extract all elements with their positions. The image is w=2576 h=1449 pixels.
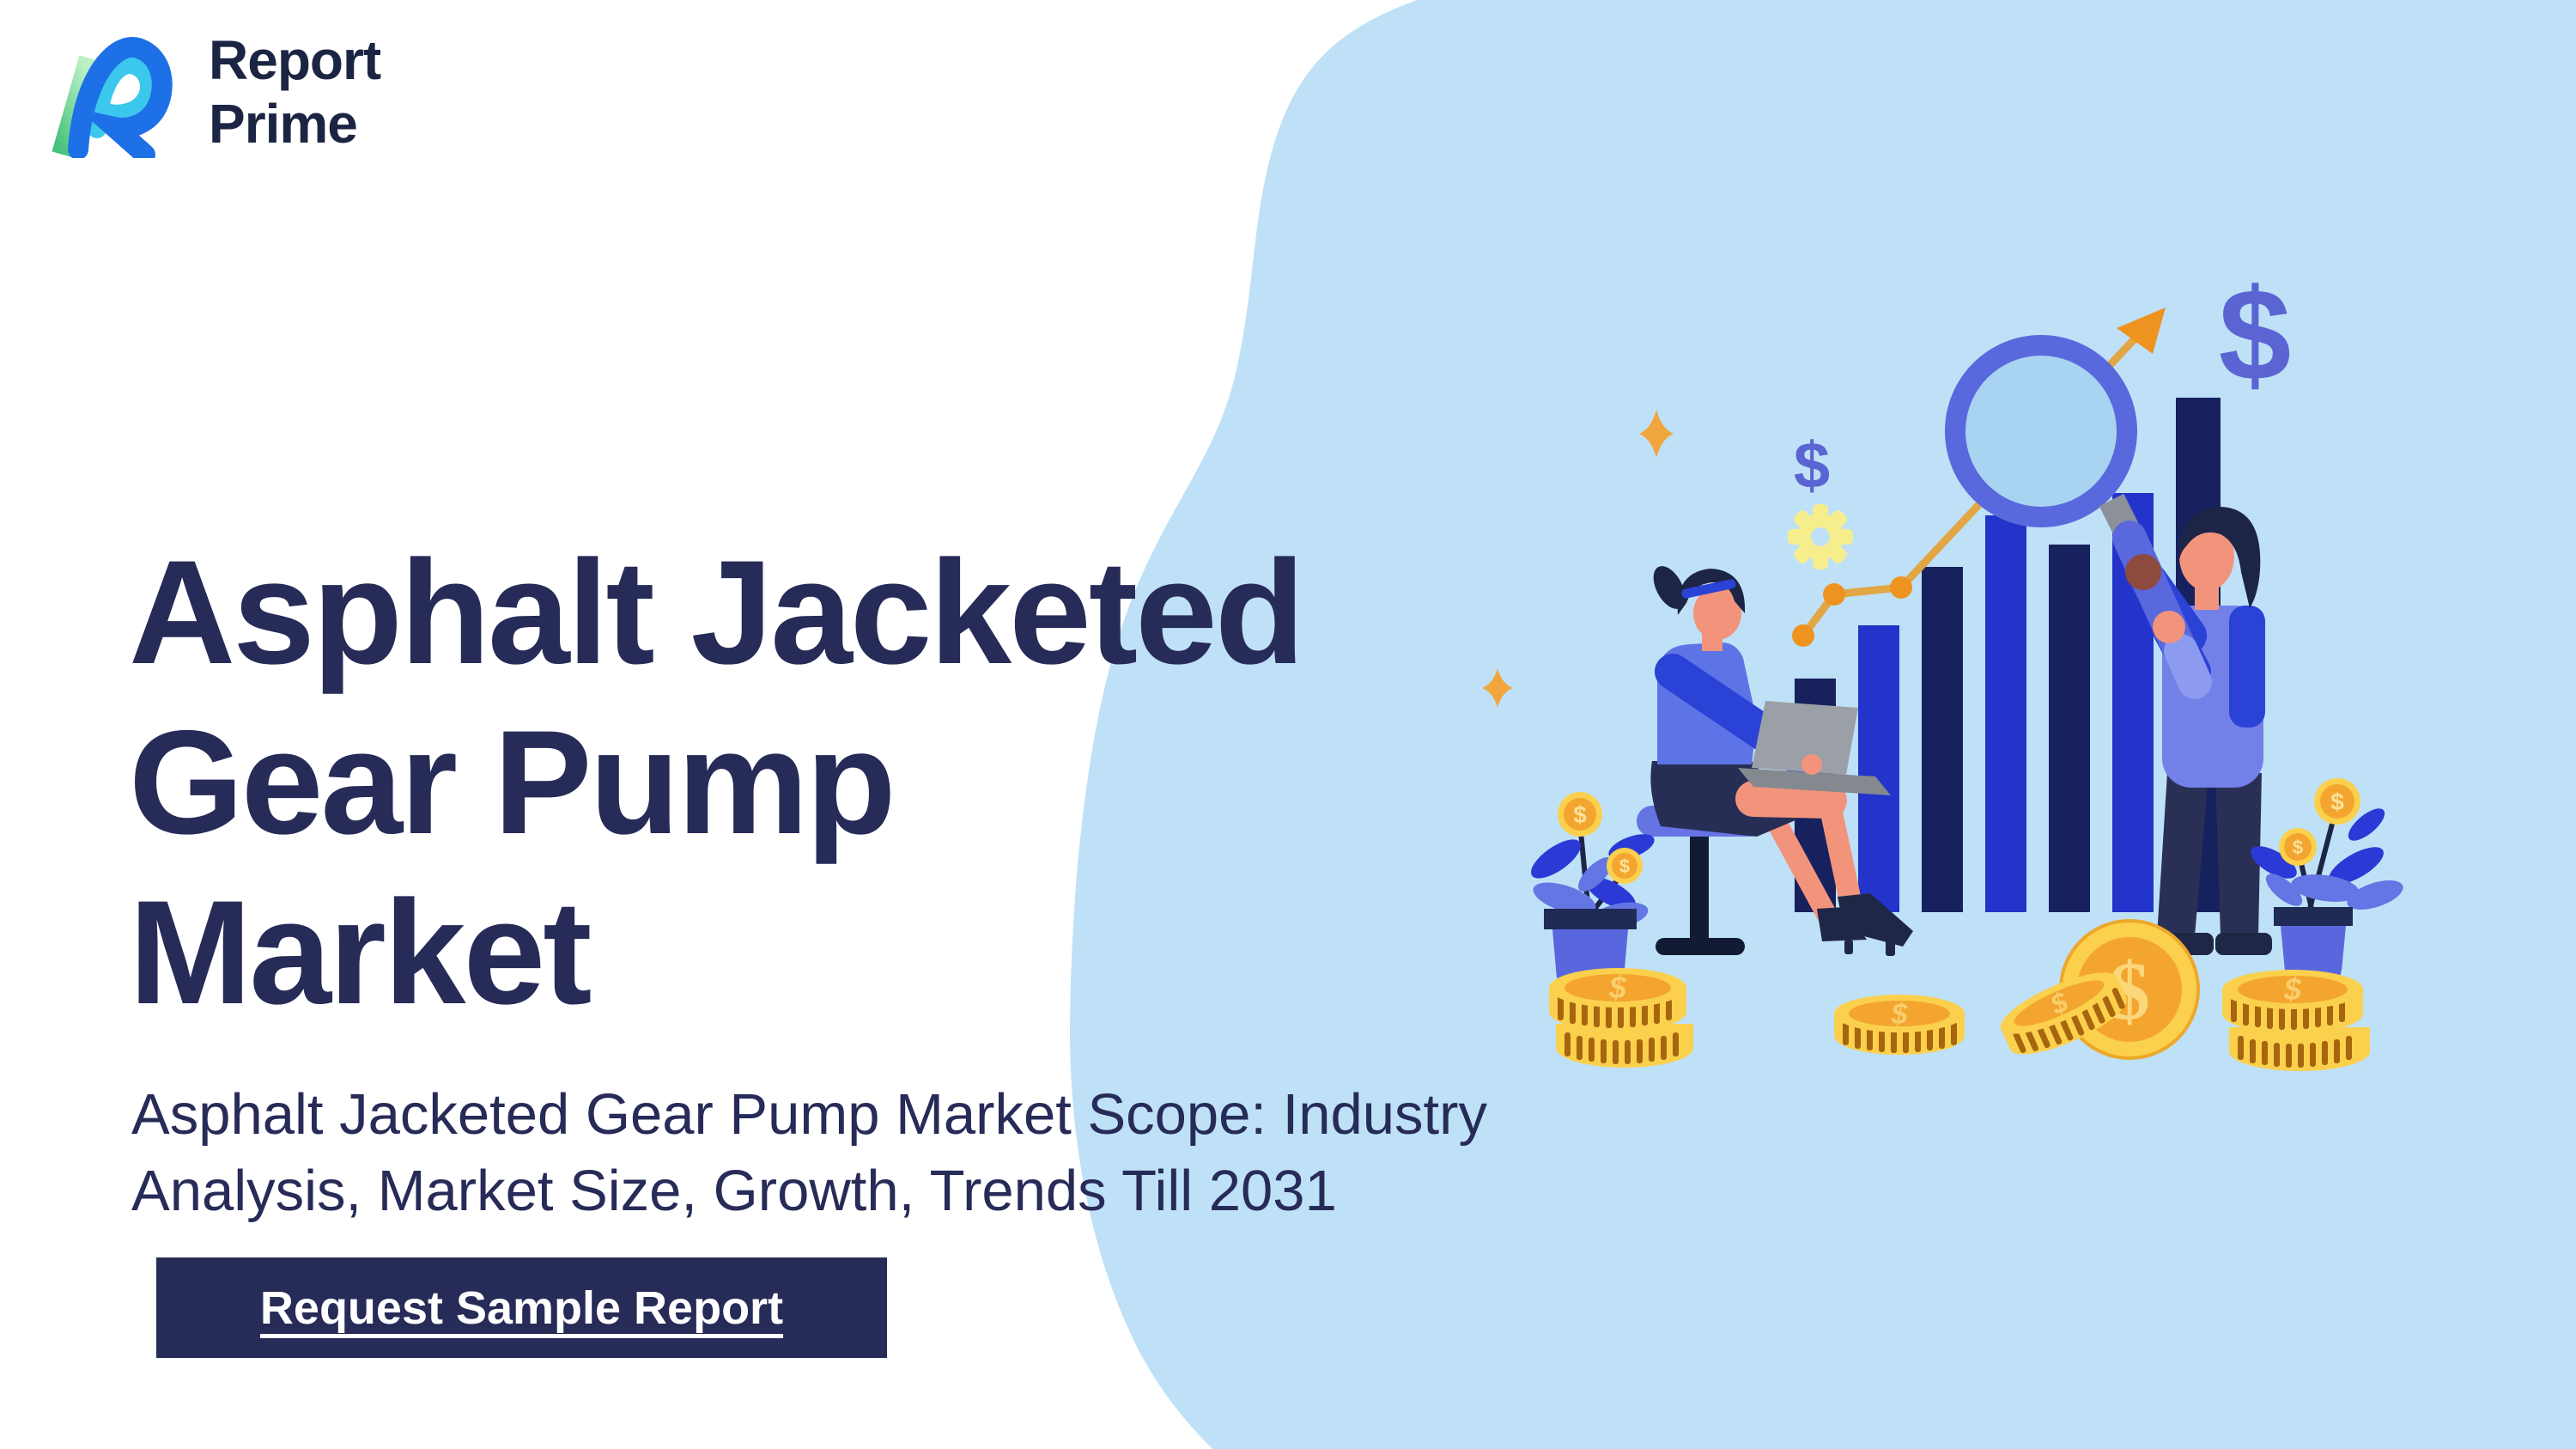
title-line: Asphalt Jacketed: [129, 530, 1305, 696]
magnifier-handle: [2112, 521, 2212, 699]
dollar-sign-small-icon: $: [1794, 429, 1830, 502]
subtitle-line: Asphalt Jacketed Gear Pump Market Scope:…: [131, 1082, 1487, 1147]
plant-coin-icon: $: [2279, 828, 2317, 866]
request-sample-report-label: Request Sample Report: [259, 1282, 784, 1334]
title-line: Gear Pump: [129, 700, 896, 866]
bar: [1858, 625, 1899, 912]
svg-text:$: $: [2283, 971, 2302, 1007]
svg-text:$: $: [1619, 855, 1630, 877]
analyst-woman: [1637, 566, 1913, 956]
coin-stack-left: $: [1549, 968, 1693, 1068]
brand-line2: Prime: [209, 93, 358, 155]
svg-text:$: $: [1573, 801, 1587, 828]
svg-text:$: $: [1608, 970, 1627, 1005]
subtitle-line: Analysis, Market Size, Growth, Trends Ti…: [131, 1159, 1337, 1223]
trend-arrow-icon: [2117, 307, 2166, 354]
laptop-icon: [1738, 701, 1891, 795]
sparkle-icon: [1639, 410, 1674, 458]
plant-coin-icon: $: [2314, 778, 2360, 825]
bar: [1985, 515, 2026, 912]
page-title: Asphalt Jacketed Gear Pump Market: [129, 527, 1305, 1038]
brand-line1: Report: [209, 29, 381, 91]
svg-text:$: $: [2293, 837, 2303, 858]
svg-text:$: $: [2330, 788, 2344, 815]
subtitle: Asphalt Jacketed Gear Pump Market Scope:…: [131, 1076, 1487, 1229]
coin-tilted: $: [2000, 972, 2127, 1055]
title-line: Market: [129, 870, 592, 1036]
sparkle-icon: [1482, 668, 1513, 708]
brand-name: Report Prime: [209, 28, 381, 155]
bar: [2049, 545, 2090, 912]
magnifier-icon: [1945, 335, 2144, 546]
gear-icon: [1788, 504, 1853, 569]
svg-text:$: $: [1891, 998, 1909, 1031]
coin-single-center: $: [1834, 995, 1965, 1055]
plant-coin-icon: $: [1558, 792, 1602, 837]
dollar-sign-large-icon: $: [2219, 262, 2292, 408]
request-sample-report-button[interactable]: Request Sample Report: [156, 1257, 887, 1358]
logo-mark-icon: [52, 37, 173, 158]
logo: Report Prime: [37, 26, 381, 158]
bar: [1922, 567, 1963, 912]
plant-coin-icon: $: [1607, 848, 1643, 884]
coin-stack-right: $: [2222, 970, 2370, 1071]
